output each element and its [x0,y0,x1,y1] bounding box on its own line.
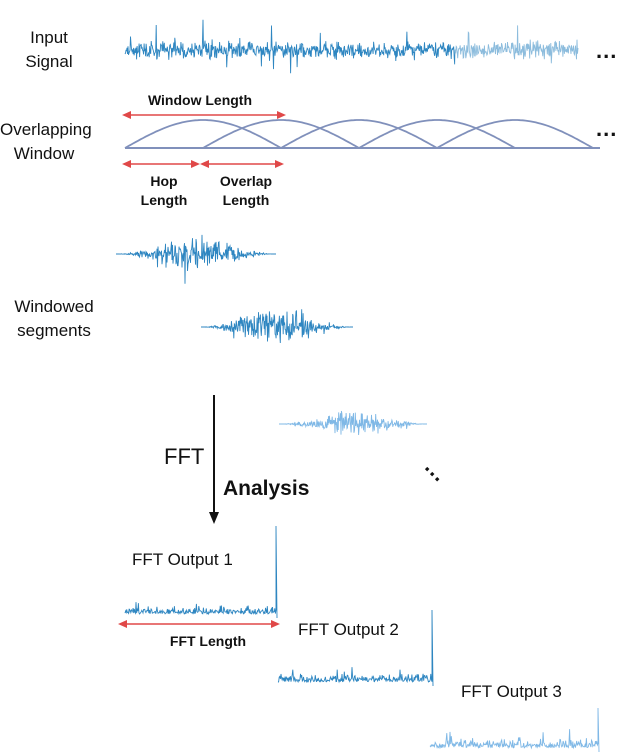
windowed-segments [116,234,427,436]
overlap-length-label: Overlap Length [219,173,273,208]
fft-output-3-label: FFT Output 3 [461,682,562,701]
hop-length-label: Hop Length [140,173,188,208]
window-length-label: Window Length [147,92,253,108]
fft-length-arrow-head-right [271,620,280,628]
fft-output-1-label: FFT Output 1 [132,550,233,569]
fft-output-3-spectrum [429,707,600,753]
overlap-length-arrow-head-right [275,160,284,168]
segment-1 [116,234,276,284]
dimension-arrows [118,111,286,628]
input-ellipsis: ... [596,38,618,63]
fft-length-arrow-head-left [118,620,127,628]
overlapping-window-curves [124,119,600,149]
window-curve-2 [202,119,360,149]
fft-output-2-label: FFT Output 2 [298,620,399,639]
input-signal-path [124,19,579,74]
input-signal-waveform [124,0,585,100]
segment-3 [279,410,427,436]
fft-output-spectra [124,525,600,753]
fft-output-1-spectrum [124,525,278,619]
analysis-arrow [209,395,219,524]
window-length-arrow-head-right [277,111,286,119]
fft-length-label: FFT Length [169,633,247,649]
windowed-segments-label: Windowed segments [14,297,94,340]
window-length-arrow-head-left [122,111,131,119]
segment-2 [201,309,353,344]
analysis-arrow-head [209,512,219,524]
input-signal-fade [455,0,585,100]
hop-length-arrow [122,160,200,168]
hop-length-arrow-head-left [122,160,131,168]
input-signal-label: Input Signal [25,28,73,71]
window-length-arrow [122,111,286,119]
window-curve-4 [358,119,516,149]
fft-length-arrow [118,620,280,628]
window-ellipsis: ... [596,116,618,141]
window-curve-3 [280,119,438,149]
fft-label: FFT [164,444,205,469]
analysis-label: Analysis [223,477,310,500]
overlap-length-arrow-head-left [200,160,209,168]
window-curve-1 [124,119,282,149]
window-curve-5 [436,119,594,149]
overlapping-window-label: Overlapping Window [0,120,92,163]
hop-length-arrow-head-right [191,160,200,168]
fft-output-2-spectrum [277,609,434,687]
overlap-length-arrow [200,160,284,168]
